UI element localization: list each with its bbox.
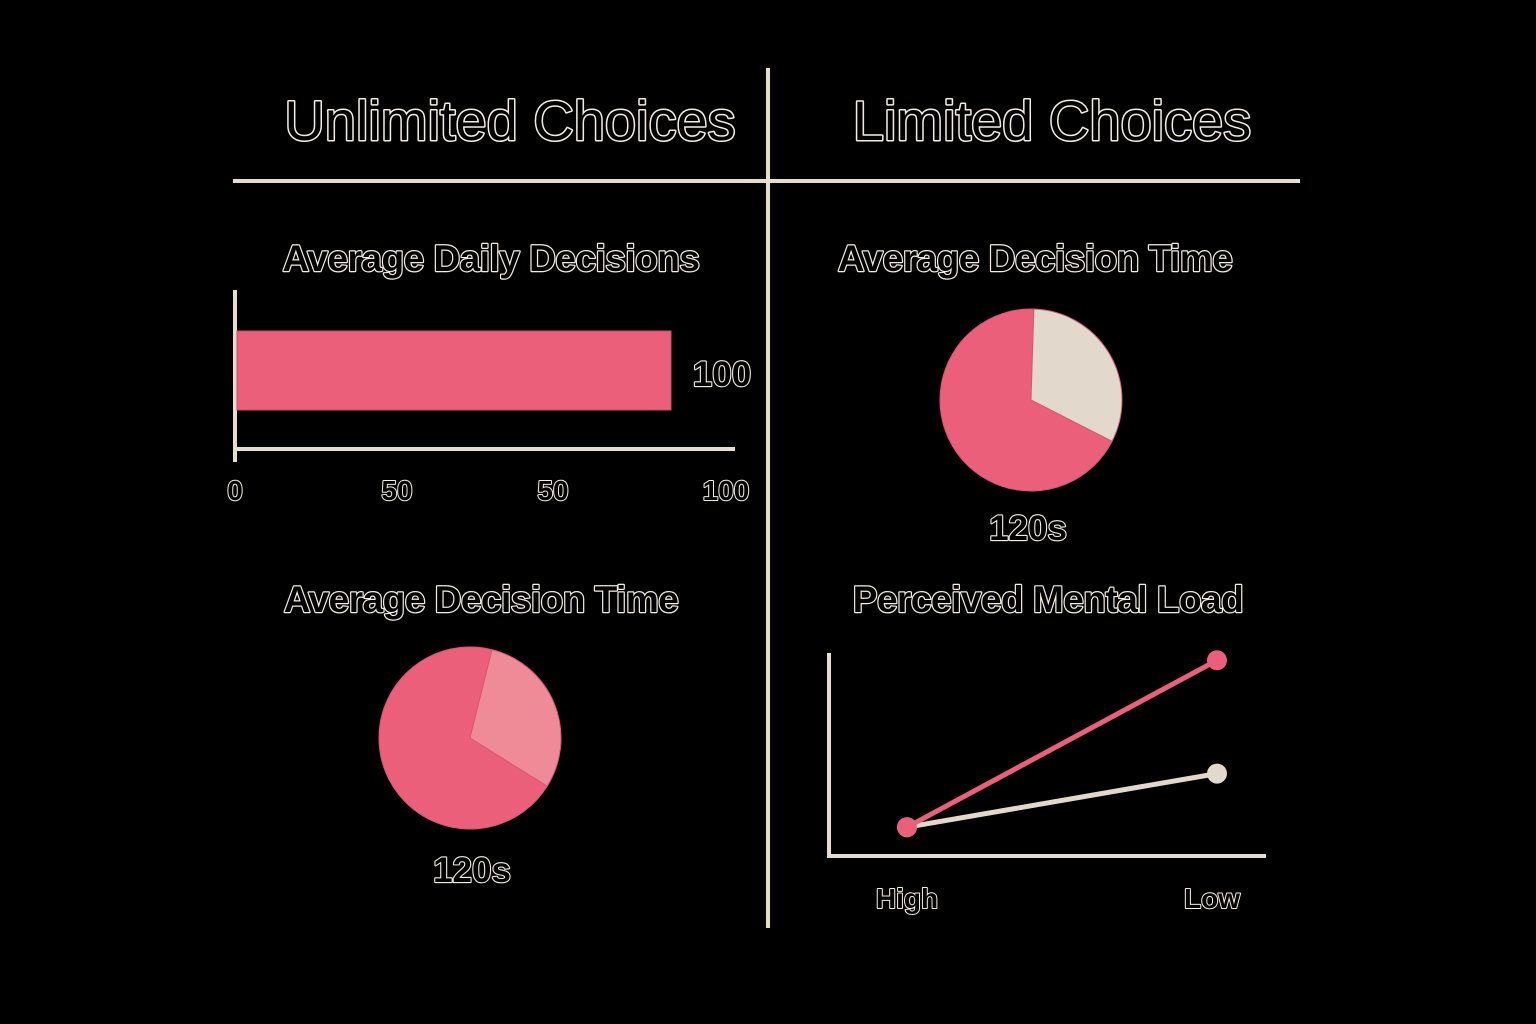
heading-unlimited-choices: Unlimited Choices (284, 89, 735, 152)
line-point (1207, 763, 1227, 784)
bar-tick-label: 100 (703, 475, 750, 506)
pie-limited-value-label: 120s (989, 509, 1067, 548)
pie-limited-slice-1 (939, 308, 1113, 492)
decision-time-unlimited-title: Average Decision Time (284, 579, 679, 620)
bar-tick-label: 50 (381, 475, 412, 506)
bar-tick-label: 50 (537, 475, 568, 506)
daily-decisions-chart: Average Daily Decisions 100 0 50 50 100 (226, 237, 752, 507)
line-series-2 (904, 771, 1220, 830)
bar-value-label: 100 (693, 355, 751, 394)
line-category-label: Low (1184, 883, 1240, 914)
pie-limited-slice-2 (1030, 308, 1123, 442)
mental-load-title: Perceived Mental Load (853, 579, 1243, 620)
daily-decisions-title: Average Daily Decisions (283, 238, 700, 279)
decision-time-unlimited-chart: Average Decision Time 120s (282, 578, 680, 891)
line-category-label: High (876, 883, 938, 914)
pie-unlimited-slice-1 (378, 646, 548, 830)
pie-unlimited-slice-2 (469, 649, 562, 787)
line-point (1207, 650, 1227, 671)
decision-time-limited-chart: Average Decision Time 120s (836, 237, 1234, 549)
bar (236, 330, 672, 411)
heading-limited-choices: Limited Choices (853, 89, 1251, 152)
decision-time-limited-title: Average Decision Time (838, 238, 1233, 279)
mental-load-chart: Perceived Mental Load High Low (827, 578, 1266, 915)
bar-tick-label: 0 (227, 475, 243, 506)
pie-unlimited-value-label: 120s (433, 851, 511, 890)
line-series-1 (904, 657, 1220, 830)
line-point (897, 817, 917, 838)
